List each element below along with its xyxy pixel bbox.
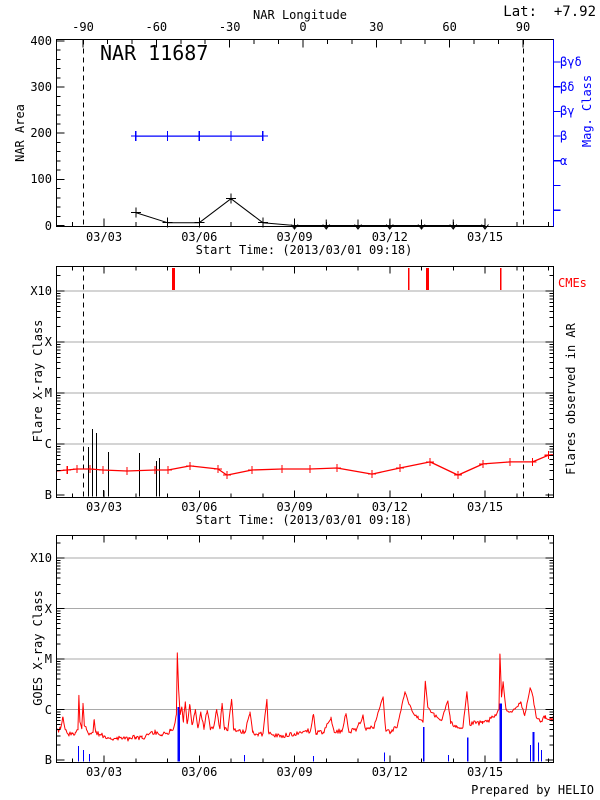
nar-area-ytick-label: 200 xyxy=(30,126,52,141)
goes-flux-curve xyxy=(56,652,554,742)
longitude-tick-label: -90 xyxy=(72,20,94,34)
nar-area-ytick-label: 100 xyxy=(30,172,52,187)
date-tick-label: 03/15 xyxy=(466,765,504,779)
date-tick-label: 03/06 xyxy=(181,500,218,514)
mag-class-tick-label: α xyxy=(560,153,568,168)
longitude-tick-label: 30 xyxy=(369,20,384,34)
longitude-tick-label: -30 xyxy=(218,20,241,34)
flare-background-curve xyxy=(56,454,553,476)
nar-area-ytick-label: 400 xyxy=(30,33,52,48)
start-time-label-2: Start Time: (2013/03/01 09:18) xyxy=(195,513,413,527)
nar-area-ytick-label: 300 xyxy=(30,80,52,95)
flare-class-tick-label: M xyxy=(44,386,52,400)
goes-class-tick-label: X10 xyxy=(30,551,52,565)
date-tick-label: 03/09 xyxy=(276,230,313,244)
date-tick-label: 03/03 xyxy=(85,500,123,514)
date-tick-label: 03/03 xyxy=(85,765,123,779)
goes-class-tick-label: X xyxy=(44,601,52,616)
goes-class-tick-label: C xyxy=(44,702,52,717)
date-tick-label: 03/09 xyxy=(276,765,313,779)
nar-area-curve xyxy=(135,198,485,226)
flare-xray-axis-label: Flare X-ray Class xyxy=(31,319,45,443)
date-tick-label: 03/06 xyxy=(181,765,218,779)
start-time-label-1: Start Time: (2013/03/01 09:18) xyxy=(195,243,413,257)
date-tick-label: 03/06 xyxy=(181,230,218,244)
longitude-tick-label: 90 xyxy=(515,20,531,34)
date-tick-label: 03/09 xyxy=(276,500,313,514)
flare-class-tick-label: C xyxy=(44,437,52,451)
goes-xray-axis-label: GOES X-ray Class xyxy=(31,590,45,706)
goes-class-tick-label: M xyxy=(44,652,52,666)
nar-area-panel-frame xyxy=(56,39,554,227)
longitude-tick-label: -60 xyxy=(145,20,168,34)
flare-class-tick-label: X10 xyxy=(30,284,52,298)
date-tick-label: 03/12 xyxy=(371,500,408,514)
date-tick-label: 03/12 xyxy=(371,765,408,779)
longitude-tick-label: 0 xyxy=(299,20,307,34)
cmes-label: CMEs xyxy=(558,276,587,290)
page-title: NAR 11687 xyxy=(100,41,209,65)
longitude-axis-title: NAR Longitude xyxy=(253,8,347,22)
goes-class-tick-label: B xyxy=(44,753,52,767)
goes-panel-frame xyxy=(56,535,554,763)
date-tick-label: 03/03 xyxy=(85,230,123,244)
mag-class-tick-label: βγδ xyxy=(560,55,582,69)
flare-class-tick-label: B xyxy=(44,488,52,502)
date-tick-label: 03/15 xyxy=(466,500,504,514)
flare-panel-frame xyxy=(56,266,554,498)
nar-area-ytick-label: 0 xyxy=(44,218,52,233)
date-tick-label: 03/15 xyxy=(466,230,504,244)
flare-class-tick-label: X xyxy=(44,335,52,349)
longitude-tick-label: 60 xyxy=(442,20,457,34)
mag-class-tick-label: βδ xyxy=(560,79,575,94)
mag-class-tick-label: β xyxy=(560,129,568,144)
latitude-annotation: Lat: +7.92 xyxy=(503,4,596,20)
mag-class-axis-label: Mag. Class xyxy=(580,74,594,148)
flares-observed-axis-label: Flares observed in AR xyxy=(564,323,578,475)
nar-area-axis-label: NAR Area xyxy=(13,104,27,162)
mag-class-tick-label: βγ xyxy=(560,104,575,119)
credit-label: Prepared by HELIO xyxy=(471,783,594,797)
date-tick-label: 03/12 xyxy=(371,230,408,244)
